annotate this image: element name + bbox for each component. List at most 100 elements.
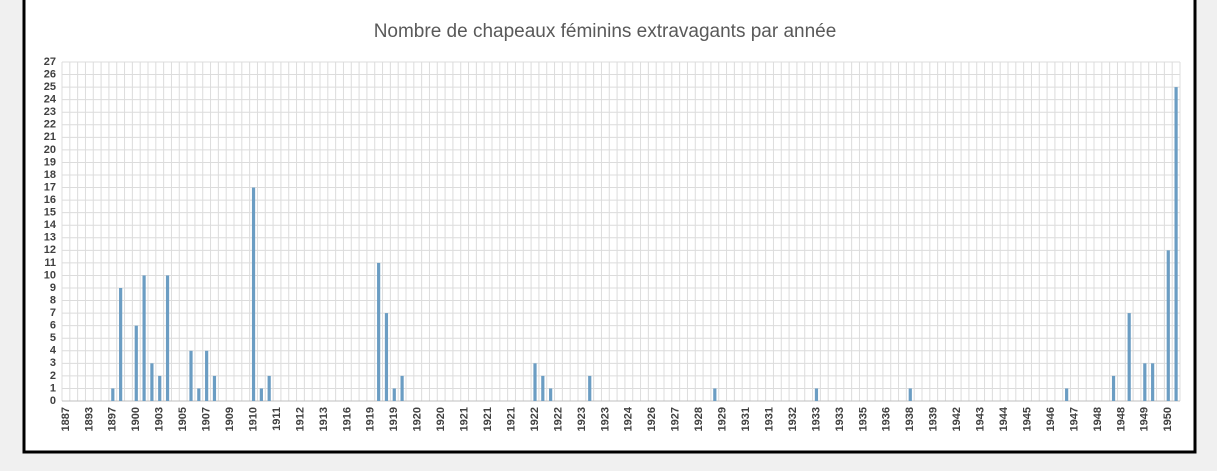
bar: [165, 275, 170, 401]
y-tick-label: 26: [44, 68, 56, 80]
y-tick-label: 19: [44, 156, 56, 168]
bar: [111, 388, 115, 401]
x-tick-label: 1910: [247, 407, 259, 431]
y-tick-label: 15: [44, 207, 56, 219]
y-tick-label: 2: [50, 370, 56, 382]
y-tick-label: 1: [50, 382, 56, 394]
y-tick-label: 17: [44, 181, 56, 193]
bar: [1166, 250, 1170, 401]
y-tick-label: 13: [44, 232, 56, 244]
x-tick-label: 1903: [154, 407, 166, 431]
y-tick-label: 21: [44, 131, 56, 143]
bar: [541, 375, 545, 401]
y-tick-label: 10: [44, 269, 56, 281]
bar: [1151, 363, 1155, 401]
bar: [267, 375, 271, 401]
y-tick-label: 16: [44, 194, 56, 206]
x-tick-label: 1933: [834, 407, 846, 431]
y-tick-label: 0: [50, 395, 56, 407]
x-tick-label: 1913: [318, 407, 330, 431]
x-tick-label: 1923: [599, 407, 611, 431]
x-tick-label: 1924: [623, 406, 635, 431]
bar: [384, 313, 389, 401]
bar: [134, 325, 138, 401]
x-tick-label: 1921: [459, 407, 471, 431]
x-tick-label: 1943: [975, 407, 987, 431]
x-tick-label: 1950: [1162, 407, 1174, 431]
x-tick-label: 1945: [1021, 407, 1033, 431]
chart-title: Nombre de chapeaux féminins extravagants…: [374, 21, 837, 42]
bar: [119, 288, 123, 401]
y-tick-label: 11: [44, 257, 56, 269]
x-tick-label: 1948: [1092, 407, 1104, 431]
x-tick-label: 1897: [107, 407, 119, 431]
x-tick-label: 1909: [224, 407, 236, 431]
bar: [1127, 313, 1131, 401]
x-tick-label: 1926: [646, 407, 658, 431]
y-tick-label: 20: [44, 144, 56, 156]
y-tick-label: 14: [44, 219, 57, 231]
bar: [377, 262, 381, 401]
bar: [533, 363, 537, 401]
y-tick-label: 8: [50, 294, 56, 306]
y-tick-label: 23: [44, 106, 56, 118]
bar: [189, 350, 193, 401]
x-tick-label: 1947: [1068, 407, 1080, 431]
bar: [150, 363, 154, 401]
bar: [713, 388, 717, 401]
y-tick-label: 12: [44, 244, 56, 256]
x-tick-label: 1933: [810, 407, 822, 431]
x-tick-label: 1939: [928, 407, 940, 431]
x-tick-label: 1929: [717, 407, 729, 431]
y-tick-label: 18: [44, 169, 56, 181]
y-tick-label: 5: [50, 332, 56, 344]
x-tick-label: 1911: [271, 407, 283, 431]
bar: [908, 388, 912, 401]
y-tick-label: 27: [44, 56, 56, 68]
x-tick-label: 1923: [576, 407, 588, 431]
x-tick-label: 1905: [177, 407, 189, 431]
x-tick-label: 1907: [201, 407, 213, 431]
y-tick-label: 24: [44, 94, 57, 106]
bar: [1174, 87, 1178, 401]
x-tick-label: 1938: [904, 407, 916, 431]
bar: [1143, 363, 1147, 401]
x-tick-label: 1928: [693, 407, 705, 431]
x-tick-label: 1920: [435, 407, 447, 431]
x-tick-label: 1921: [505, 407, 517, 431]
x-tick-label: 1887: [60, 407, 72, 431]
bar: [400, 375, 404, 401]
x-tick-label: 1893: [83, 407, 95, 431]
bar: [197, 388, 201, 401]
x-tick-label: 1944: [998, 406, 1010, 431]
x-tick-label: 1932: [787, 407, 799, 431]
x-tick-label: 1920: [412, 407, 424, 431]
bar: [259, 388, 263, 401]
x-tick-label: 1935: [857, 407, 869, 431]
x-tick-label: 1922: [529, 407, 541, 431]
bar: [1065, 388, 1069, 401]
bar: [251, 187, 256, 401]
y-tick-label: 22: [44, 119, 56, 131]
y-tick-label: 25: [44, 81, 56, 93]
x-tick-label: 1931: [740, 407, 752, 431]
x-tick-label: 1948: [1115, 407, 1127, 431]
y-tick-label: 3: [50, 357, 56, 369]
x-tick-label: 1916: [341, 407, 353, 431]
y-tick-label: 4: [50, 345, 57, 357]
bar: [392, 388, 396, 401]
x-tick-label: 1942: [951, 407, 963, 431]
x-tick-label: 1949: [1139, 407, 1151, 431]
bar: [212, 375, 217, 401]
bar: [588, 375, 592, 401]
y-tick-label: 6: [50, 320, 56, 332]
x-tick-label: 1919: [388, 407, 400, 431]
x-tick-label: 1936: [881, 407, 893, 431]
x-tick-label: 1921: [482, 407, 494, 431]
x-tick-label: 1922: [552, 407, 564, 431]
y-tick-label: 7: [50, 307, 56, 319]
x-tick-label: 1931: [763, 407, 775, 431]
x-tick-label: 1912: [294, 407, 306, 431]
x-tick-label: 1900: [130, 407, 142, 431]
